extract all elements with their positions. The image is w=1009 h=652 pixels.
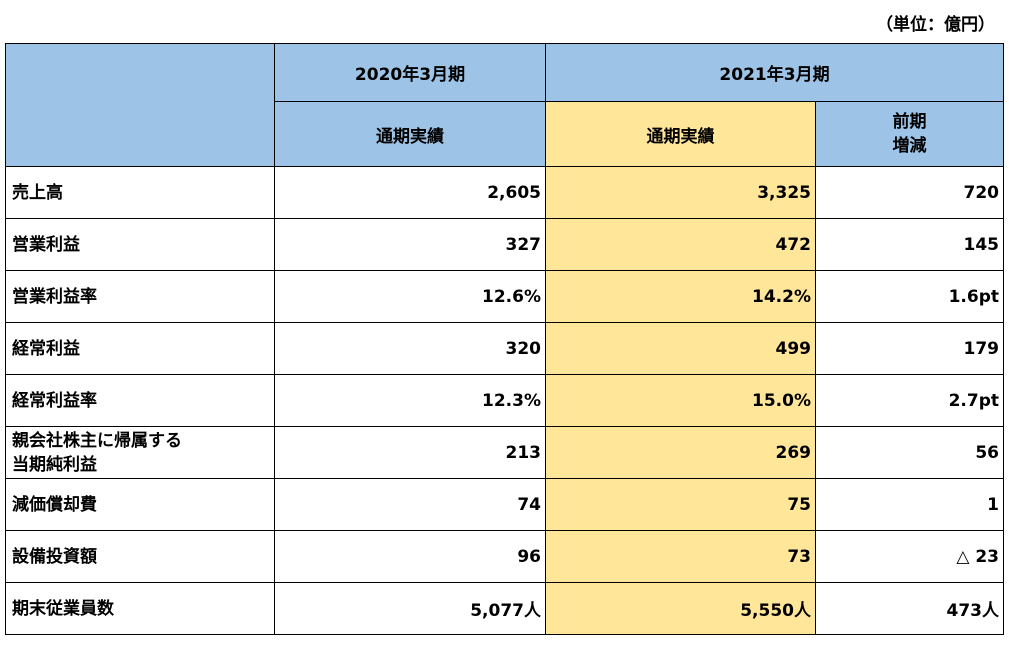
row-label-line1: 経常利益率 <box>12 390 97 411</box>
value-diff: 179 <box>815 322 1004 375</box>
row-label-line1: 親会社株主に帰属する <box>12 430 182 451</box>
unit-note: （単位：億円） <box>876 15 995 35</box>
row-label: 営業利益 <box>5 218 275 271</box>
header-row-columns: 通期実績 通期実績 前期 増減 <box>6 101 1004 167</box>
header-corner-cell <box>5 43 275 167</box>
table-row: 売上高 2,605 3,325 720 <box>5 166 1004 219</box>
value-2021: 15.0% <box>545 374 816 427</box>
value-2020: 327 <box>274 218 546 271</box>
row-label: 設備投資額 <box>5 530 275 583</box>
value-2020: 74 <box>274 478 546 531</box>
value-2021: 5,550人 <box>545 582 816 635</box>
value-2021: 472 <box>545 218 816 271</box>
header-yoy-change: 前期 増減 <box>815 101 1004 167</box>
value-2020: 2,605 <box>274 166 546 219</box>
value-2021: 3,325 <box>545 166 816 219</box>
value-diff: △ 23 <box>815 530 1004 583</box>
row-label-line1: 期末従業員数 <box>12 598 114 619</box>
value-diff: 145 <box>815 218 1004 271</box>
row-label-line1: 売上高 <box>12 182 63 203</box>
table-row: 営業利益率 12.6% 14.2% 1.6pt <box>5 270 1004 323</box>
table-row: 設備投資額 96 73 △ 23 <box>5 530 1004 583</box>
value-2021: 499 <box>545 322 816 375</box>
row-label-line1: 減価償却費 <box>12 494 97 515</box>
value-2021: 14.2% <box>545 270 816 323</box>
table-row: 営業利益 327 472 145 <box>5 218 1004 271</box>
value-2020: 213 <box>274 426 546 479</box>
row-label: 期末従業員数 <box>5 582 275 635</box>
row-label: 親会社株主に帰属する 当期純利益 <box>5 426 275 479</box>
value-diff: 720 <box>815 166 1004 219</box>
row-label: 売上高 <box>5 166 275 219</box>
table-row: 経常利益率 12.3% 15.0% 2.7pt <box>5 374 1004 427</box>
row-label: 経常利益 <box>5 322 275 375</box>
value-2020: 12.3% <box>274 374 546 427</box>
row-label-line1: 設備投資額 <box>12 546 97 567</box>
header-yoy-line1: 前期 <box>892 112 927 132</box>
value-diff: 473人 <box>815 582 1004 635</box>
value-diff: 56 <box>815 426 1004 479</box>
value-2020: 5,077人 <box>274 582 546 635</box>
row-label-line1: 営業利益率 <box>12 286 97 307</box>
value-diff: 1 <box>815 478 1004 531</box>
financial-summary-table: 2020年3月期 2021年3月期 通期実績 通期実績 前期 増減 売上高 2,… <box>5 43 1004 635</box>
value-2020: 96 <box>274 530 546 583</box>
row-label: 減価償却費 <box>5 478 275 531</box>
value-diff: 2.7pt <box>815 374 1004 427</box>
header-period-2021: 2021年3月期 <box>545 43 1004 102</box>
header-period-2020: 2020年3月期 <box>274 43 546 102</box>
value-2021: 75 <box>545 478 816 531</box>
row-label-line2: 当期純利益 <box>12 454 97 475</box>
header-yoy-line2: 増減 <box>892 136 927 156</box>
table-row: 期末従業員数 5,077人 5,550人 473人 <box>5 582 1004 635</box>
header-2021-actual: 通期実績 <box>545 101 816 167</box>
table-row: 親会社株主に帰属する 当期純利益 213 269 56 <box>5 426 1004 479</box>
value-2020: 320 <box>274 322 546 375</box>
value-2020: 12.6% <box>274 270 546 323</box>
row-label-line1: 経常利益 <box>12 338 80 359</box>
value-2021: 73 <box>545 530 816 583</box>
header-row-period: 2020年3月期 2021年3月期 <box>5 43 1004 167</box>
table-row: 経常利益 320 499 179 <box>5 322 1004 375</box>
value-2021: 269 <box>545 426 816 479</box>
table-row: 減価償却費 74 75 1 <box>5 478 1004 531</box>
row-label: 経常利益率 <box>5 374 275 427</box>
value-diff: 1.6pt <box>815 270 1004 323</box>
row-label-line1: 営業利益 <box>12 234 80 255</box>
header-2020-actual: 通期実績 <box>274 101 546 167</box>
row-label: 営業利益率 <box>5 270 275 323</box>
